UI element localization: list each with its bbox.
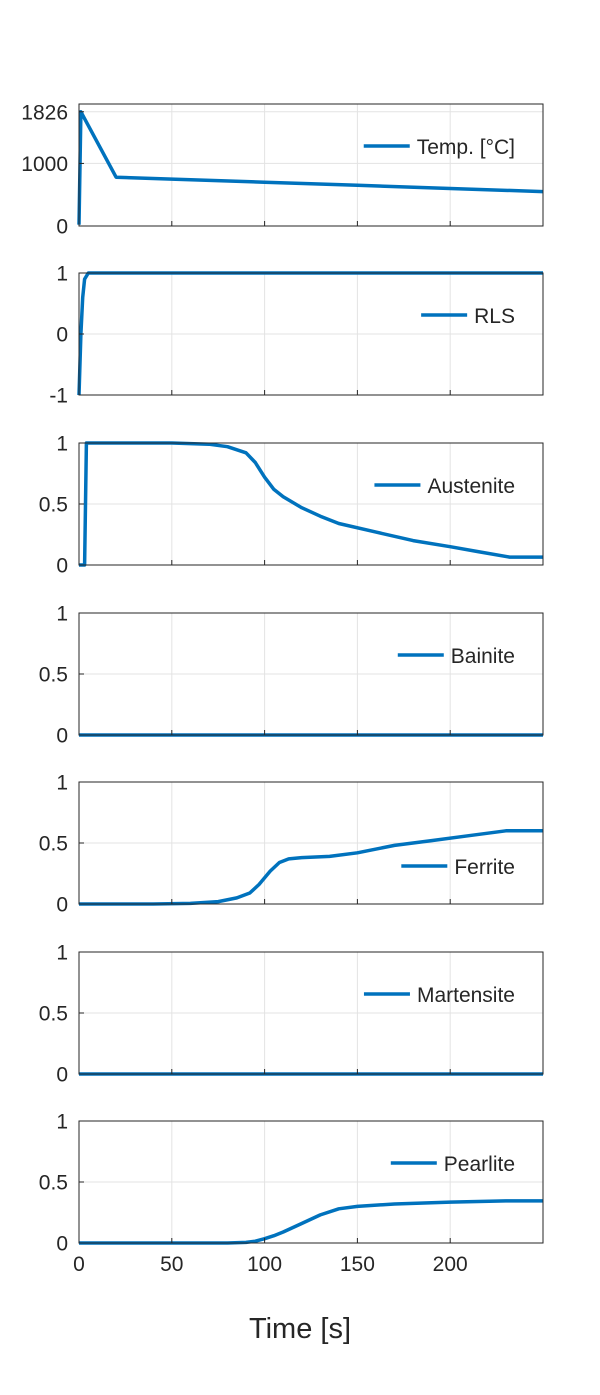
series-line-ferrite [79,829,543,906]
y-tick-label: -1 [49,385,68,408]
chart-panel-austenite: 0 0.5 1 Austenite [39,433,544,578]
y-tick-label: 0.5 [39,1172,68,1195]
y-tick-label: 1 [56,1111,68,1134]
plot-area [79,104,543,226]
x-tick-label: 50 [160,1253,183,1276]
y-tick-label: 0.5 [39,1003,68,1026]
x-tick-label: 200 [433,1253,468,1276]
legend-label-pearlite: Pearlite [444,1153,515,1176]
y-tick-label: 0.5 [39,494,68,517]
chart-panel-bainite: 0 0.5 1 Bainite [39,603,544,748]
y-tick-label: 0.5 [39,664,68,687]
x-axis-label: Time [s] [249,1313,351,1345]
y-tick-label: 0 [56,894,68,917]
chart-panel-rls: -1 0 1 RLS [49,263,544,408]
y-tick-label: 1 [56,603,68,626]
legend-label-martensite: Martensite [417,984,515,1007]
series-line-temp-c [77,110,544,225]
y-tick-label: 0 [56,324,68,347]
y-tick-label: 0 [56,1064,68,1087]
x-axis-ticks: 0 50 100 150 200 [73,1253,468,1276]
chart-panel-pearlite: 0 0.5 1 Pearlite [39,1111,544,1256]
y-tick-label: 0 [56,1233,68,1256]
y-tick-label: 0 [56,725,68,748]
x-tick-label: 150 [340,1253,375,1276]
legend-label-bainite: Bainite [451,645,515,668]
y-tick-label: 1 [56,263,68,286]
y-tick-label: 1000 [21,153,68,176]
x-tick-label: 100 [247,1253,282,1276]
y-tick-label: 1 [56,433,68,456]
y-tick-label: 1826 [21,101,68,124]
chart-panel-temp-c: 0 1000 1826 Temp. [°C] [21,101,544,239]
chart-panel-martensite: 0 0.5 1 Martensite [39,942,544,1087]
y-tick-label: 0 [56,555,68,578]
y-tick-label: 1 [56,772,68,795]
legend-label-rls: RLS [474,305,515,328]
y-tick-label: 1 [56,942,68,965]
chart-panel-ferrite: 0 0.5 1 Ferrite [39,772,544,917]
series-line-pearlite [79,1199,543,1245]
y-tick-label: 0 [56,216,68,239]
y-tick-label: 0.5 [39,833,68,856]
legend-label-austenite: Austenite [427,475,515,498]
x-tick-label: 0 [73,1253,85,1276]
axes-box [78,103,544,227]
legend-label-temp-c: Temp. [°C] [417,136,515,159]
legend-label-ferrite: Ferrite [454,856,515,879]
